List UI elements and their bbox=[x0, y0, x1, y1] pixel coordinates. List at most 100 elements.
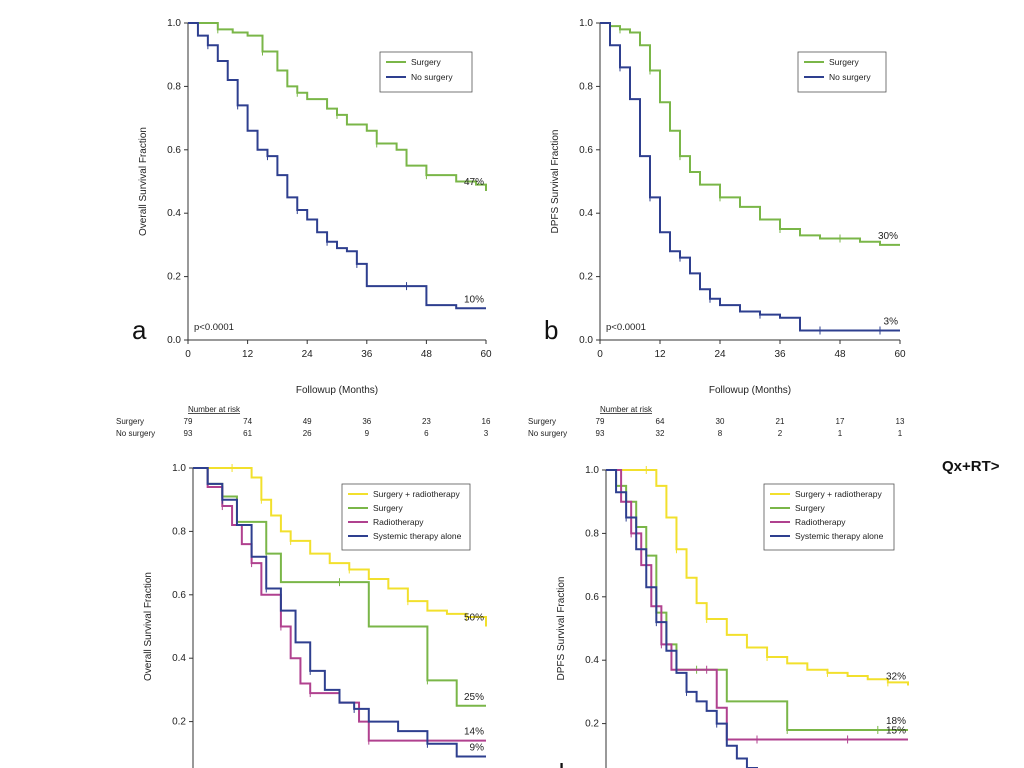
series-end-label: 32% bbox=[886, 672, 906, 683]
x-tick-label: 36 bbox=[774, 349, 786, 360]
x-tick-label: 12 bbox=[242, 349, 254, 360]
legend: Surgery No surgery bbox=[379, 51, 473, 93]
risk-table-row-label: Surgery bbox=[116, 417, 144, 426]
x-tick-label: 60 bbox=[894, 349, 906, 360]
y-tick-label: 0.8 bbox=[172, 526, 186, 537]
y-tick-label: 1.0 bbox=[585, 465, 599, 476]
y-tick-label: 0.6 bbox=[579, 145, 593, 156]
y-tick-label: 0.2 bbox=[167, 272, 181, 283]
y-tick-label: 0.8 bbox=[167, 81, 181, 92]
legend-entry: Radiotherapy bbox=[373, 517, 424, 527]
risk-table-cell: 61 bbox=[243, 429, 252, 438]
risk-table-cell: 13 bbox=[896, 417, 905, 426]
y-tick-label: 0.2 bbox=[585, 719, 599, 730]
risk-table-cell: 3 bbox=[484, 429, 489, 438]
risk-table-cell: 26 bbox=[303, 429, 312, 438]
series-line-surgery-radiotherapy bbox=[606, 469, 909, 686]
series-line-surgery bbox=[188, 22, 487, 192]
risk-table-cell: 49 bbox=[303, 417, 312, 426]
y-tick-label: 0.0 bbox=[579, 335, 593, 346]
x-tick-label: 0 bbox=[597, 349, 603, 360]
panel-d: 0.2 0.4 0.6 0.8 1.0 DPFS Survival Fraction 32%… bbox=[550, 465, 909, 768]
risk-table-cell: 1 bbox=[838, 429, 843, 438]
y-axis-label: Overall Survival Fraction bbox=[143, 572, 154, 681]
legend-entry: Surgery bbox=[411, 57, 442, 67]
x-axis-label: Followup (Months) bbox=[709, 385, 791, 396]
risk-table-cell: 93 bbox=[596, 429, 605, 438]
series-line-surgery bbox=[600, 22, 900, 246]
risk-table-cell: 23 bbox=[422, 417, 431, 426]
series-end-label: 50% bbox=[464, 613, 484, 624]
risk-table-cell: 79 bbox=[596, 417, 605, 426]
risk-table-cell: 21 bbox=[776, 417, 785, 426]
y-tick-label: 0.8 bbox=[579, 81, 593, 92]
panel-letter: b bbox=[544, 315, 558, 345]
series-end-label: 14% bbox=[464, 727, 484, 738]
series-line-no-surgery bbox=[188, 22, 486, 310]
risk-table-cell: 93 bbox=[184, 429, 193, 438]
x-tick-label: 0 bbox=[185, 349, 191, 360]
legend: Surgery + radiotherapy Surgery Radiotherap… bbox=[763, 483, 895, 551]
risk-table-cell: 2 bbox=[778, 429, 783, 438]
series-line-systemic-therapy-alone bbox=[606, 469, 758, 768]
series-end-label: 10% bbox=[464, 294, 484, 305]
x-tick-label: 12 bbox=[654, 349, 666, 360]
risk-table-cell: 30 bbox=[716, 417, 725, 426]
legend-entry: Radiotherapy bbox=[795, 517, 846, 527]
y-axis-label: DPFS Survival Fraction bbox=[556, 577, 567, 681]
risk-table-cell: 17 bbox=[836, 417, 845, 426]
p-value: p<0.0001 bbox=[606, 322, 646, 333]
x-tick-label: 24 bbox=[714, 349, 726, 360]
risk-table-row-label: No surgery bbox=[116, 429, 155, 438]
risk-table-header: Number at risk bbox=[600, 405, 653, 414]
series-line-no-surgery bbox=[600, 22, 900, 332]
y-tick-label: 0.4 bbox=[172, 653, 186, 664]
panel-letter: c bbox=[137, 758, 150, 768]
y-tick-label: 0.6 bbox=[167, 145, 181, 156]
risk-table-header: Number at risk bbox=[188, 405, 241, 414]
risk-table-cell: 6 bbox=[424, 429, 429, 438]
series-end-label: 18% bbox=[886, 716, 906, 727]
legend-entry: Surgery bbox=[795, 503, 826, 513]
legend-entry: Surgery bbox=[829, 57, 860, 67]
legend: Surgery No surgery bbox=[797, 51, 887, 93]
risk-table-cell: 79 bbox=[184, 417, 193, 426]
y-tick-label: 0.2 bbox=[579, 272, 593, 283]
y-tick-label: 0.0 bbox=[167, 335, 181, 346]
x-tick-label: 24 bbox=[302, 349, 314, 360]
legend: Surgery + radiotherapy Surgery Radiotherap… bbox=[341, 483, 471, 551]
series-line-surgery-radiotherapy bbox=[193, 467, 487, 627]
risk-table-cell: 74 bbox=[243, 417, 252, 426]
legend-box bbox=[379, 51, 473, 93]
panel-c: 0.2 0.4 0.6 0.8 1.0 Overall Survival Fraction… bbox=[137, 463, 487, 768]
risk-table-cell: 32 bbox=[656, 429, 665, 438]
y-tick-label: 0.4 bbox=[167, 208, 181, 219]
series-end-label: 9% bbox=[470, 742, 485, 753]
legend-entry: No surgery bbox=[829, 72, 871, 82]
series-end-label: 30% bbox=[878, 231, 898, 242]
legend-entry: Systemic therapy alone bbox=[373, 531, 462, 541]
panel-letter: d bbox=[550, 758, 564, 768]
x-tick-label: 60 bbox=[480, 349, 492, 360]
series-end-label: 15% bbox=[886, 725, 906, 736]
legend-entry: Surgery bbox=[373, 503, 404, 513]
series-end-label: 25% bbox=[464, 692, 484, 703]
x-tick-label: 48 bbox=[421, 349, 433, 360]
series-end-label: 3% bbox=[884, 316, 899, 327]
risk-table-cell: 16 bbox=[482, 417, 491, 426]
y-tick-label: 0.6 bbox=[172, 590, 186, 601]
risk-table-cell: 9 bbox=[365, 429, 370, 438]
panel-letter: a bbox=[132, 315, 147, 345]
x-tick-label: 48 bbox=[834, 349, 846, 360]
legend-box bbox=[341, 483, 471, 551]
y-tick-label: 0.2 bbox=[172, 717, 186, 728]
side-note: Qx+RT> bbox=[942, 458, 1000, 475]
legend-entry: Systemic therapy alone bbox=[795, 531, 884, 541]
risk-table-cell: 8 bbox=[718, 429, 723, 438]
y-tick-label: 1.0 bbox=[579, 18, 593, 29]
risk-table-cell: 64 bbox=[656, 417, 665, 426]
x-tick-label: 36 bbox=[361, 349, 373, 360]
